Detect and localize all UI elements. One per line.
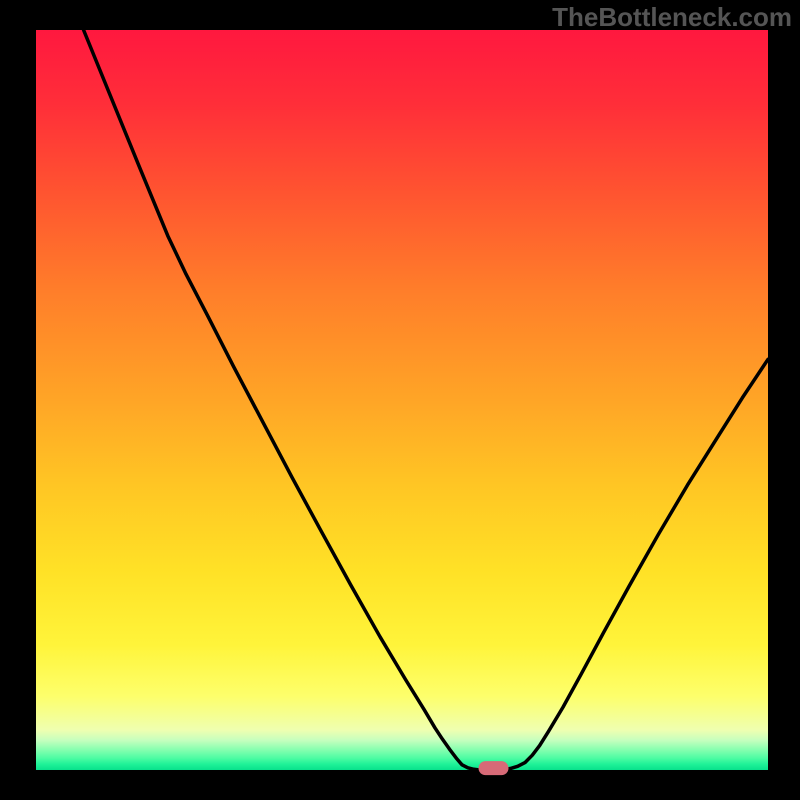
bottleneck-curve — [84, 30, 768, 770]
optimal-point-marker — [479, 761, 509, 775]
chart-container: TheBottleneck.com — [0, 0, 800, 800]
chart-svg — [0, 0, 800, 800]
watermark-text: TheBottleneck.com — [552, 2, 792, 33]
